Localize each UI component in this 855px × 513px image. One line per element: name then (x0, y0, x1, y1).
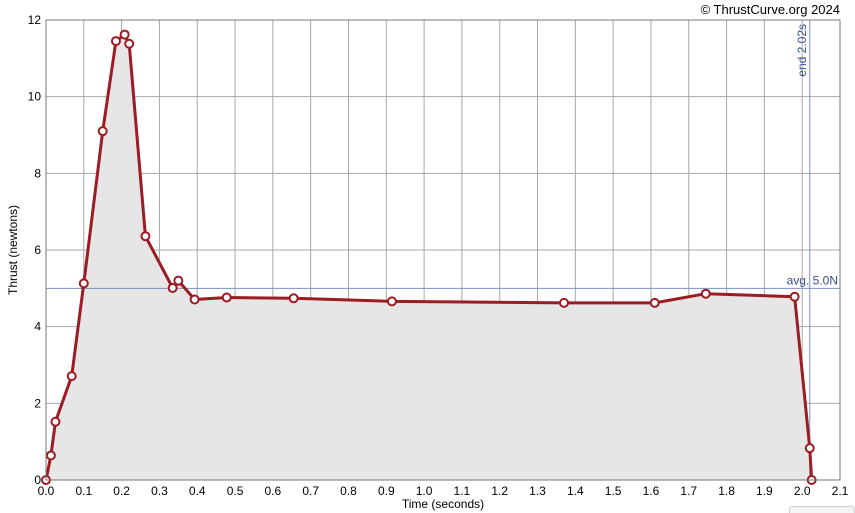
thrust-area-fill (46, 34, 812, 481)
data-point (649, 297, 660, 308)
copyright-notice: © ThrustCurve.org 2024 (701, 2, 840, 17)
data-point (189, 294, 200, 305)
x-tick-label: 0.7 (302, 484, 319, 498)
x-tick-label: 0.8 (340, 484, 357, 498)
data-point (140, 231, 151, 242)
data-point (173, 275, 184, 286)
x-tick-label: 1.1 (454, 484, 471, 498)
x-tick-label: 0.5 (227, 484, 244, 498)
x-tick-label: 1.5 (605, 484, 622, 498)
x-tick-label: 1.9 (756, 484, 773, 498)
x-tick-label: 0.3 (151, 484, 168, 498)
x-tick-label: 1.3 (529, 484, 546, 498)
x-tick-label: 2.0 (794, 484, 811, 498)
x-tick-label: 0.9 (378, 484, 395, 498)
x-tick-label: 2.1 (832, 484, 849, 498)
y-tick-label: 6 (34, 243, 41, 257)
data-point (221, 292, 232, 303)
burn-end-label: end 2.02s (795, 24, 809, 77)
average-thrust-label: avg. 5.0N (787, 273, 838, 287)
data-point (386, 296, 397, 307)
data-point (288, 293, 299, 304)
x-tick-label: 1.2 (491, 484, 508, 498)
y-tick-label: 4 (34, 320, 41, 334)
x-tick-label: 0.4 (189, 484, 206, 498)
x-tick-label: 1.4 (567, 484, 584, 498)
data-point (700, 288, 711, 299)
data-points (41, 29, 817, 485)
data-point (110, 36, 121, 47)
y-axis-ticks: 0 2 4 6 8 10 12 (28, 13, 42, 487)
x-tick-label: 1.7 (680, 484, 697, 498)
data-point (45, 450, 56, 461)
y-tick-label: 8 (34, 166, 41, 180)
plot-frame (45, 19, 841, 481)
resize-handle[interactable] (789, 506, 855, 513)
x-tick-label: 0.1 (75, 484, 92, 498)
x-tick-label: 0.6 (265, 484, 282, 498)
y-tick-label: 2 (34, 396, 41, 410)
y-axis-title: Thrust (newtons) (6, 205, 20, 295)
data-point (50, 416, 61, 427)
data-point (119, 29, 130, 40)
data-point (804, 443, 815, 454)
x-axis-title: Time (seconds) (402, 497, 484, 511)
data-point (167, 282, 178, 293)
data-point (558, 297, 569, 308)
y-tick-label: 12 (28, 13, 42, 27)
y-tick-label: 0 (34, 473, 41, 487)
data-point (66, 371, 77, 382)
x-axis-ticks: 0.0 0.1 0.2 0.3 0.4 0.5 0.6 0.7 0.8 0.9 1.0 1.1 1.2 1… (38, 484, 849, 498)
data-point (97, 126, 108, 137)
y-tick-label: 10 (28, 90, 42, 104)
data-point (78, 278, 89, 289)
data-point (124, 38, 135, 49)
x-tick-label: 1.8 (718, 484, 735, 498)
data-point (789, 291, 800, 302)
x-tick-label: 1.0 (416, 484, 433, 498)
x-tick-label: 0.0 (38, 484, 55, 498)
x-tick-label: 1.6 (643, 484, 660, 498)
x-tick-label: 0.2 (113, 484, 130, 498)
